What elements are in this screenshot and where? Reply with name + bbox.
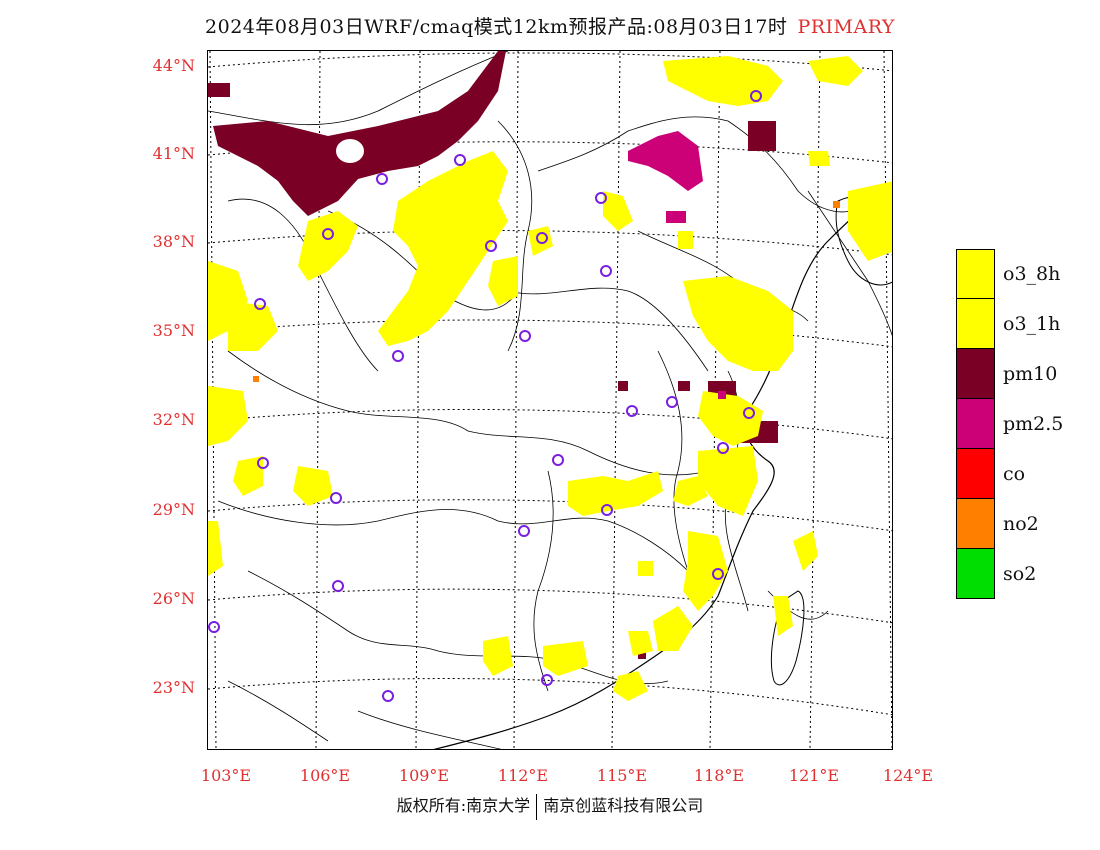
legend-item-o3-1h: o3_1h — [956, 299, 1063, 349]
legend-swatch — [956, 399, 995, 449]
copyright-footer: 版权所有:南京大学 南京创蓝科技有限公司 — [0, 792, 1100, 820]
taiwan-outline — [770, 590, 805, 686]
lat-label-29: 29°N — [152, 500, 195, 519]
lon-label-112: 112°E — [497, 766, 549, 785]
pollutant-legend: o3_8h o3_1h pm10 pm2.5 co no2 so2 — [956, 249, 1063, 599]
boundaries — [208, 51, 892, 749]
legend-swatch — [956, 549, 995, 599]
copyright-right: 南京创蓝科技有限公司 — [543, 796, 704, 815]
map-canvas — [208, 51, 892, 749]
lat-label-41: 41°N — [152, 144, 195, 163]
lon-label-121: 121°E — [788, 766, 840, 785]
legend-label: o3_1h — [1003, 313, 1061, 335]
legend-swatch — [956, 249, 995, 299]
legend-item-co: co — [956, 449, 1063, 499]
station-markers — [208, 90, 762, 702]
lon-label-115: 115°E — [596, 766, 648, 785]
lat-label-38: 38°N — [152, 232, 195, 251]
legend-item-pm10: pm10 — [956, 349, 1063, 399]
pm25-regions — [628, 131, 726, 399]
pm10-gap — [336, 139, 364, 163]
footer-separator — [536, 793, 538, 820]
lat-label-35: 35°N — [152, 321, 195, 340]
lat-label-26: 26°N — [152, 589, 195, 608]
lon-label-124: 124°E — [882, 766, 934, 785]
map-title: 2024年08月03日WRF/cmaq模式12km预报产品:08月03日17时 P… — [0, 12, 1100, 39]
legend-swatch — [956, 449, 995, 499]
lat-label-44: 44°N — [152, 56, 195, 75]
legend-item-o3-8h: o3_8h — [956, 249, 1063, 299]
lon-label-103: 103°E — [200, 766, 252, 785]
legend-label: pm10 — [1003, 363, 1058, 385]
lat-label-23: 23°N — [152, 678, 195, 697]
legend-label: pm2.5 — [1003, 413, 1064, 435]
lon-label-118: 118°E — [693, 766, 745, 785]
forecast-map[interactable] — [207, 50, 893, 750]
legend-item-pm2-5: pm2.5 — [956, 399, 1063, 449]
legend-label: so2 — [1003, 563, 1037, 585]
no2-points — [253, 201, 840, 382]
legend-item-no2: no2 — [956, 499, 1063, 549]
lat-label-32: 32°N — [152, 410, 195, 429]
legend-item-so2: so2 — [956, 549, 1063, 599]
legend-label: no2 — [1003, 513, 1039, 535]
o3-regions — [208, 56, 892, 701]
legend-label: o3_8h — [1003, 263, 1061, 285]
legend-swatch — [956, 499, 995, 549]
legend-swatch — [956, 299, 995, 349]
lon-label-106: 106°E — [299, 766, 351, 785]
title-text: 2024年08月03日WRF/cmaq模式12km预报产品:08月03日17时 — [205, 16, 788, 38]
primary-tag: PRIMARY — [797, 16, 895, 38]
legend-swatch — [956, 349, 995, 399]
legend-label: co — [1003, 463, 1026, 485]
coastline — [433, 191, 892, 749]
lon-label-109: 109°E — [398, 766, 450, 785]
copyright-left: 版权所有:南京大学 — [396, 796, 531, 815]
